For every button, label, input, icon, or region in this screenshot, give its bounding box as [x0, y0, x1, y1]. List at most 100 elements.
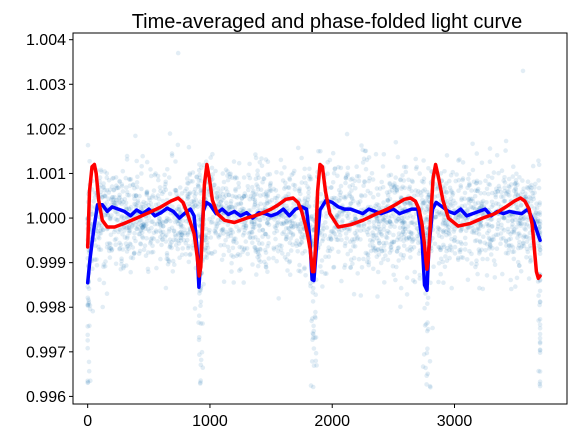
scatter-point [124, 189, 130, 195]
scatter-point [290, 242, 295, 247]
scatter-point [411, 236, 417, 242]
scatter-point [364, 259, 370, 265]
scatter-point [380, 216, 386, 221]
scatter-point [228, 201, 233, 206]
scatter-point [124, 157, 130, 162]
scatter-point [335, 237, 341, 243]
scatter-point [407, 248, 413, 253]
scatter-point [525, 217, 530, 223]
scatter-point [465, 224, 471, 230]
scatter-point [143, 203, 148, 209]
scatter-point [500, 271, 505, 277]
scatter-point [236, 201, 241, 207]
scatter-point [387, 180, 393, 186]
scatter-point [422, 210, 428, 215]
scatter-point [537, 326, 543, 331]
scatter-point [394, 237, 400, 243]
scatter-point [297, 262, 302, 268]
scatter-point [171, 237, 176, 243]
scatter-point [400, 184, 406, 190]
scatter-point [464, 218, 470, 223]
scatter-point [148, 236, 154, 242]
scatter-point [444, 198, 450, 204]
scatter-point [184, 218, 189, 224]
scatter-point [125, 192, 130, 198]
scatter-point [171, 228, 177, 233]
scatter-point [267, 183, 273, 189]
scatter-point [444, 245, 450, 251]
scatter-point [156, 219, 162, 224]
scatter-point [515, 221, 521, 226]
scatter-point [537, 224, 542, 230]
scatter-point [243, 225, 249, 231]
scatter-point [498, 190, 504, 195]
scatter-point [261, 176, 267, 181]
scatter-point [293, 214, 298, 219]
scatter-point [163, 181, 168, 187]
scatter-point [223, 186, 229, 191]
scatter-point [475, 188, 480, 194]
scatter-point [262, 231, 268, 237]
scatter-point [356, 202, 362, 207]
scatter-point [478, 191, 484, 196]
scatter-point [266, 240, 271, 246]
scatter-point [274, 170, 279, 175]
scatter-point [520, 189, 525, 195]
scatter-point [149, 225, 154, 231]
scatter-point [280, 178, 286, 183]
scatter-point [246, 187, 251, 193]
scatter-point [201, 281, 206, 287]
scatter-point [536, 243, 542, 249]
scatter-point [107, 255, 113, 260]
scatter-point [271, 245, 277, 251]
scatter-point [449, 236, 454, 242]
scatter-point [142, 243, 148, 248]
scatter-point [274, 244, 280, 250]
scatter-point [510, 245, 516, 250]
scatter-point [258, 187, 264, 192]
scatter-point [473, 206, 478, 212]
scatter-point [230, 230, 236, 235]
scatter-point [86, 301, 91, 306]
scatter-point [432, 214, 438, 220]
scatter-point [449, 189, 455, 195]
scatter-point [299, 180, 305, 185]
scatter-point [254, 182, 259, 187]
scatter-point [157, 216, 162, 221]
scatter-point [478, 223, 484, 228]
scatter-point [168, 242, 173, 247]
scatter-point [478, 223, 484, 228]
scatter-point [327, 157, 333, 163]
scatter-point [448, 172, 454, 178]
scatter-point [271, 247, 277, 252]
scatter-point [204, 242, 210, 248]
scatter-point [123, 200, 129, 206]
scatter-point [313, 350, 319, 356]
scatter-point [447, 247, 452, 253]
scatter-point [97, 175, 103, 180]
scatter-point [533, 181, 538, 187]
scatter-point [154, 229, 159, 235]
scatter-point [299, 240, 305, 245]
scatter-point [217, 194, 223, 199]
scatter-point [236, 184, 242, 190]
scatter-point [530, 190, 535, 196]
scatter-point [128, 269, 133, 275]
scatter-point [440, 229, 446, 234]
scatter-point [362, 148, 368, 154]
scatter-point [167, 226, 172, 232]
scatter-point [371, 247, 377, 253]
scatter-point [217, 193, 223, 199]
scatter-point [263, 265, 269, 270]
scatter-point [395, 154, 401, 160]
scatter-point [85, 303, 91, 308]
y-tick-label: 0.999 [26, 255, 66, 272]
scatter-point [268, 180, 274, 186]
x-axis: 0 1000 2000 3000 [83, 404, 472, 430]
scatter-point [85, 302, 90, 308]
scatter-point [191, 204, 196, 210]
scatter-point [443, 229, 449, 234]
scatter-point [97, 235, 102, 241]
scatter-point [211, 182, 217, 188]
scatter-point [302, 235, 308, 240]
